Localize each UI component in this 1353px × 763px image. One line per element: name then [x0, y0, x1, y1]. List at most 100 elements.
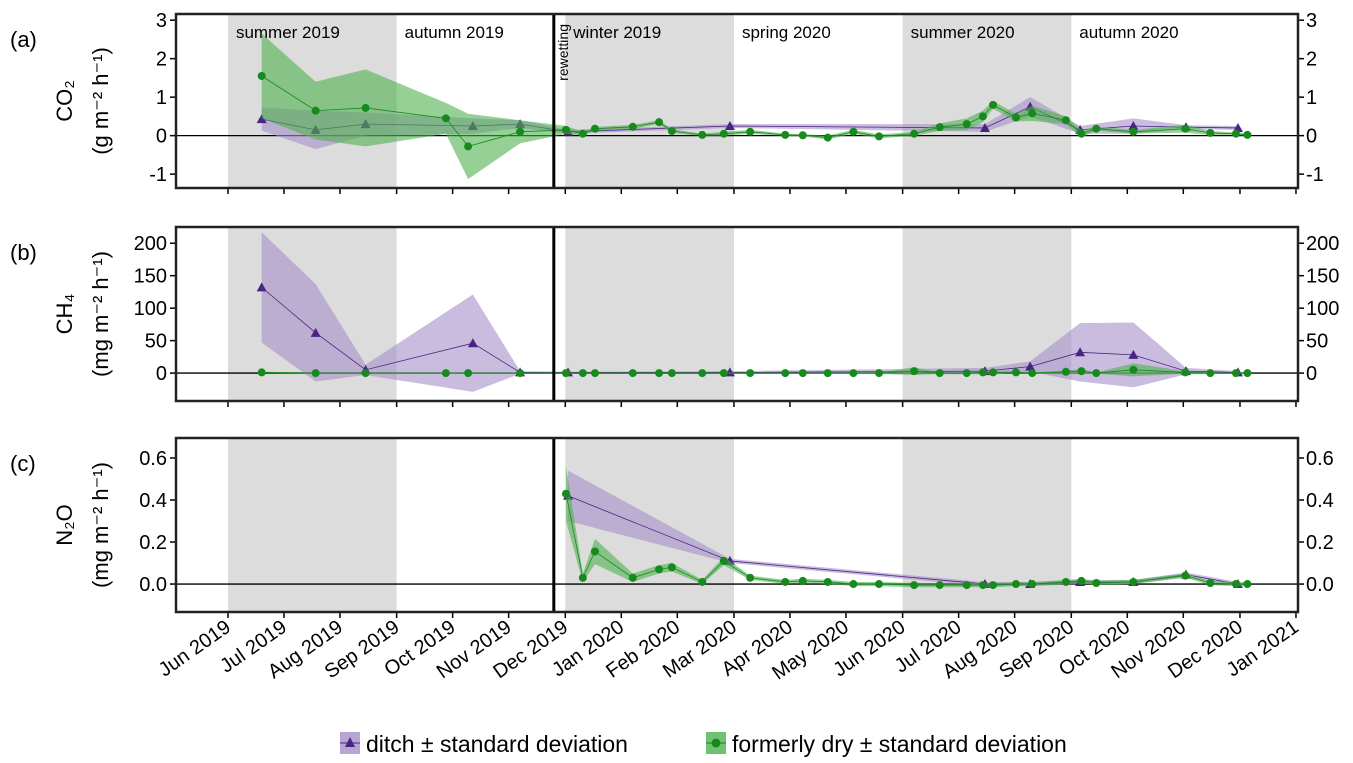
y-tick-label: 3 [1306, 10, 1317, 32]
season-label: spring 2020 [742, 23, 831, 42]
marker [698, 577, 707, 586]
marker [823, 133, 832, 142]
y-axis-label: N₂O [52, 504, 77, 546]
marker [798, 576, 807, 585]
marker [667, 369, 676, 378]
marker [935, 581, 944, 590]
marker [989, 368, 998, 377]
season-shade [902, 14, 1072, 188]
marker [1243, 580, 1252, 589]
marker [875, 580, 884, 589]
marker [1243, 369, 1252, 378]
marker [1092, 369, 1101, 378]
marker [1028, 109, 1037, 118]
y-tick-label: 2 [1306, 49, 1317, 71]
y-tick-label: 2 [156, 49, 167, 71]
y-tick-label: 1 [156, 87, 167, 109]
marker [823, 577, 832, 586]
marker [910, 367, 919, 376]
marker [1128, 349, 1139, 359]
season-label: winter 2019 [572, 23, 661, 42]
marker [311, 369, 320, 378]
y-tick-label: -1 [1306, 164, 1324, 186]
y-tick-label: 0 [1306, 126, 1317, 148]
marker [257, 71, 266, 80]
rewetting-label: rewetting [555, 24, 571, 81]
y-axis-label: (mg m⁻² h⁻¹) [88, 251, 113, 377]
marker [655, 118, 664, 127]
marker [1181, 368, 1190, 377]
marker [467, 338, 478, 348]
marker [667, 563, 676, 572]
marker [962, 120, 971, 129]
marker [989, 100, 998, 109]
marker [590, 547, 599, 556]
marker [1077, 129, 1086, 138]
marker [875, 369, 884, 378]
y-tick-label: 3 [156, 10, 167, 32]
marker [849, 369, 858, 378]
marker [719, 556, 728, 565]
marker [667, 127, 676, 136]
marker [719, 129, 728, 138]
marker [910, 129, 919, 138]
marker [698, 130, 707, 139]
season-label: summer 2019 [236, 23, 340, 42]
marker [962, 581, 971, 590]
y-tick-label: 150 [134, 266, 167, 288]
marker [256, 114, 267, 124]
y-tick-label: 0.4 [139, 490, 167, 512]
marker [441, 114, 450, 123]
marker [1206, 579, 1215, 587]
marker [516, 127, 525, 136]
marker [724, 121, 735, 131]
marker [979, 122, 990, 132]
sd-band [261, 33, 1248, 180]
y-axis-label: (mg m⁻² h⁻¹) [88, 462, 113, 588]
marker [311, 106, 320, 115]
marker [655, 369, 664, 378]
y-tick-label: 0.0 [139, 574, 167, 596]
marker [1231, 369, 1240, 378]
marker [989, 581, 998, 590]
marker [798, 369, 807, 378]
panel-label: (b) [10, 240, 37, 265]
marker [1231, 580, 1240, 589]
panel-frame [174, 225, 1300, 403]
marker [746, 573, 755, 582]
marker [1129, 365, 1138, 374]
marker [578, 369, 587, 378]
season-shade [227, 438, 397, 612]
marker [361, 103, 370, 112]
marker [798, 131, 807, 140]
marker [1011, 580, 1020, 589]
marker [781, 577, 790, 586]
y-tick-label: 0 [156, 126, 167, 148]
marker [578, 129, 587, 138]
y-tick-label: 100 [1306, 298, 1339, 320]
season-label: summer 2020 [911, 23, 1015, 42]
panel-frame [174, 436, 1300, 614]
y-tick-label: 0.2 [1306, 532, 1334, 554]
y-tick-label: 150 [1306, 266, 1339, 288]
marker [1129, 127, 1138, 136]
y-tick-label: 0 [1306, 363, 1317, 385]
y-tick-label: 200 [1306, 233, 1339, 255]
marker [1075, 347, 1086, 357]
marker [441, 369, 450, 378]
legend-marker [711, 738, 721, 748]
marker [978, 581, 987, 590]
y-tick-label: 50 [1306, 331, 1328, 353]
marker [935, 369, 944, 378]
marker [1011, 368, 1020, 377]
marker [1077, 576, 1086, 585]
marker [1011, 113, 1020, 122]
marker [746, 127, 755, 136]
sd-band [261, 232, 1238, 392]
marker [310, 327, 321, 337]
marker [698, 369, 707, 378]
marker [1092, 579, 1101, 587]
y-tick-label: 1 [1306, 87, 1317, 109]
marker [1231, 129, 1240, 138]
marker [561, 369, 570, 378]
